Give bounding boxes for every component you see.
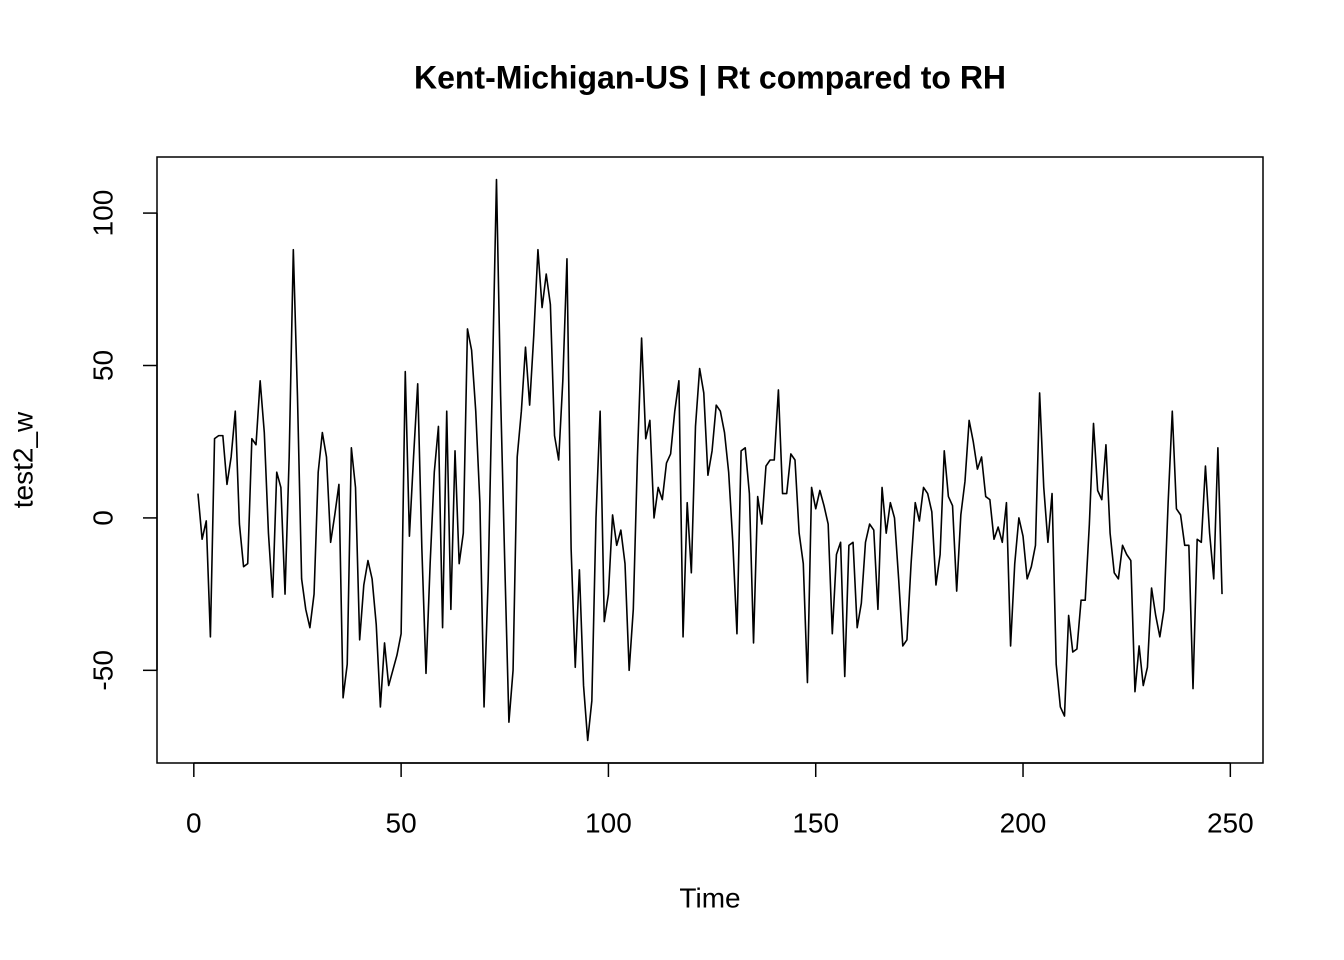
x-axis-title: Time [679, 882, 740, 913]
y-axis-title: test2_w [7, 411, 38, 508]
x-tick-label: 0 [186, 807, 202, 838]
series-line [197, 178, 1223, 742]
y-tick-label: 50 [87, 350, 118, 381]
x-tick-label: 100 [585, 807, 632, 838]
x-tick-label: 250 [1207, 807, 1254, 838]
y-tick-label: -50 [87, 650, 118, 690]
x-tick-label: 150 [792, 807, 839, 838]
x-tick-label: 50 [386, 807, 417, 838]
x-tick-label: 200 [1000, 807, 1047, 838]
y-tick-label: 0 [87, 510, 118, 526]
y-tick-label: 100 [87, 190, 118, 237]
chart-title: Kent-Michigan-US | Rt compared to RH [414, 59, 1006, 95]
